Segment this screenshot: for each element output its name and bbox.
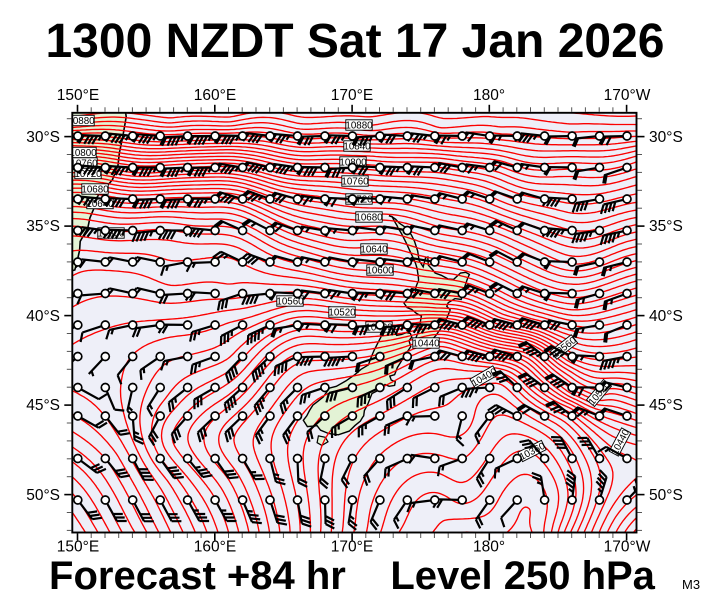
- svg-text:1300 NZDT Sat 17 Jan 2026: 1300 NZDT Sat 17 Jan 2026: [45, 15, 664, 68]
- svg-text:50°S: 50°S: [26, 487, 60, 504]
- svg-text:170°W: 170°W: [604, 539, 651, 556]
- svg-text:45°S: 45°S: [649, 397, 683, 414]
- svg-text:180°: 180°: [473, 87, 505, 104]
- svg-text:10880: 10880: [345, 121, 373, 132]
- svg-text:40°S: 40°S: [649, 308, 683, 325]
- svg-text:160°E: 160°E: [194, 87, 236, 104]
- svg-text:150°E: 150°E: [57, 539, 99, 556]
- svg-text:35°S: 35°S: [26, 218, 60, 235]
- svg-text:170°E: 170°E: [331, 539, 373, 556]
- svg-text:10760: 10760: [70, 159, 98, 170]
- svg-text:50°S: 50°S: [649, 487, 683, 504]
- svg-text:10800: 10800: [69, 148, 97, 159]
- svg-text:10440: 10440: [412, 339, 440, 350]
- svg-text:10840: 10840: [343, 142, 371, 153]
- svg-text:10520: 10520: [328, 308, 356, 319]
- svg-text:170°W: 170°W: [604, 87, 651, 104]
- svg-text:10640: 10640: [86, 199, 114, 210]
- svg-text:180°: 180°: [473, 539, 505, 556]
- svg-text:45°S: 45°S: [26, 397, 60, 414]
- svg-text:10680: 10680: [81, 185, 109, 196]
- svg-text:150°E: 150°E: [57, 87, 99, 104]
- svg-text:10680: 10680: [355, 213, 383, 224]
- svg-text:10760: 10760: [341, 177, 369, 188]
- svg-text:160°E: 160°E: [194, 539, 236, 556]
- svg-text:35°S: 35°S: [649, 218, 683, 235]
- svg-text:Forecast +84 hr Level 250 h: Forecast +84 hr Level 250 hPa: [49, 554, 656, 598]
- svg-text:10600: 10600: [366, 266, 394, 277]
- svg-text:10880: 10880: [67, 116, 95, 127]
- svg-text:30°S: 30°S: [649, 129, 683, 146]
- svg-text:10720: 10720: [345, 195, 373, 206]
- svg-text:40°S: 40°S: [26, 308, 60, 325]
- svg-text:170°E: 170°E: [331, 87, 373, 104]
- svg-text:M3: M3: [682, 577, 700, 592]
- svg-text:10560: 10560: [276, 297, 304, 308]
- svg-text:30°S: 30°S: [26, 129, 60, 146]
- svg-text:10640: 10640: [360, 245, 388, 256]
